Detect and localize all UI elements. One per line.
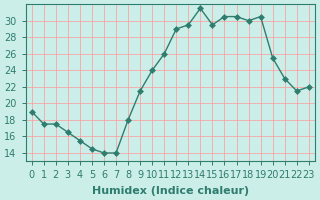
X-axis label: Humidex (Indice chaleur): Humidex (Indice chaleur) bbox=[92, 186, 249, 196]
